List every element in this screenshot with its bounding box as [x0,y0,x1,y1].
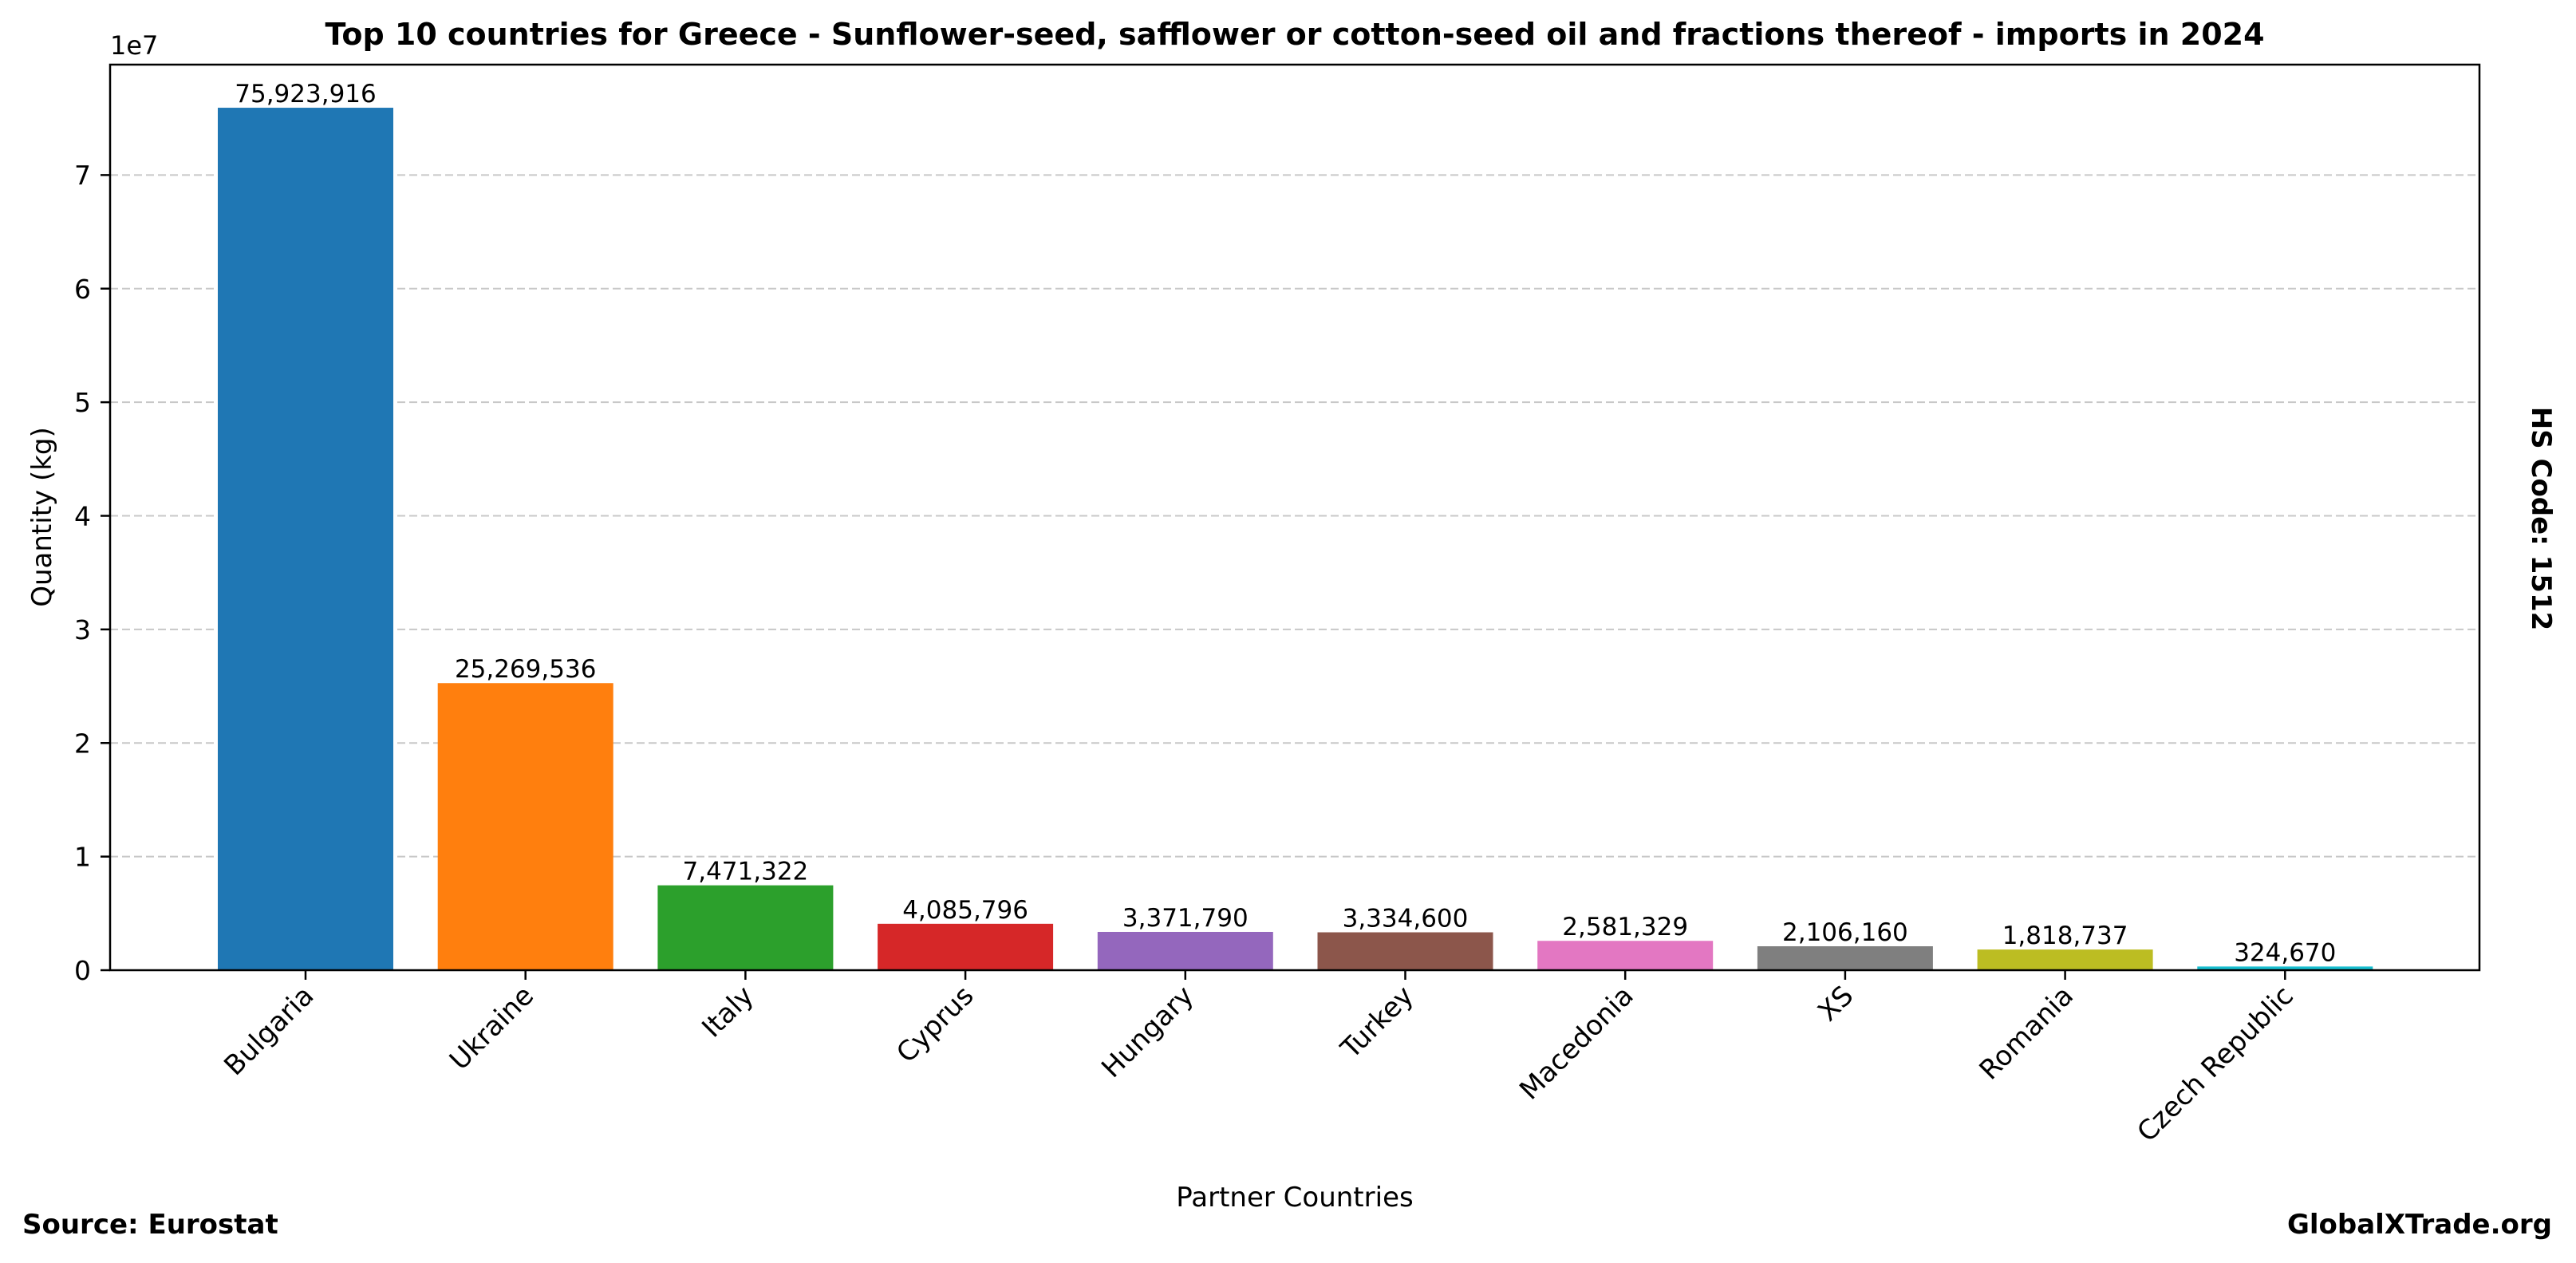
chart-title: Top 10 countries for Greece - Sunflower-… [325,17,2264,52]
y-tick-label: 6 [74,274,91,305]
value-label: 2,581,329 [1562,913,1688,941]
value-label: 25,269,536 [455,655,597,684]
x-axis: Bulgaria Ukraine Italy Cyprus Hungary Turkey M… [218,970,2300,1148]
bar-czech-republic [2197,966,2373,970]
y-tick-label: 3 [74,614,91,645]
site-footer: GlobalXTrade.org [2286,1209,2552,1241]
x-tick-label: Czech Republic [2131,980,2299,1148]
y-tick-label: 2 [74,728,91,759]
bar-bulgaria [218,108,393,971]
value-labels: 75,923,916 25,269,536 7,471,322 4,085,796 3,… [235,80,2336,967]
y-tick-label: 7 [74,160,91,191]
bar-xs [1757,946,1933,970]
bar-ukraine [437,683,613,970]
value-label: 4,085,796 [902,896,1028,925]
value-label: 75,923,916 [235,80,377,109]
x-tick-label: Italy [696,980,759,1044]
hs-code-label: HS Code: 1512 [2525,407,2557,631]
x-tick-label: XS [1812,980,1860,1028]
x-tick-label: Macedonia [1513,980,1639,1106]
source-footer: Source: Eurostat [22,1209,278,1241]
bar-cyprus [878,923,1054,970]
bar-macedonia [1537,941,1714,970]
x-tick-label: Ukraine [444,980,540,1076]
value-label: 7,471,322 [683,858,809,886]
value-label: 2,106,160 [1782,918,1908,947]
x-tick-label: Romania [1974,980,2080,1086]
plot-frame [108,63,2481,972]
x-axis-label: Partner Countries [1176,1182,1413,1214]
bar-italy [657,885,834,970]
y-tick-label: 4 [74,501,91,532]
y-axis-label: Quantity (kg) [26,427,58,607]
bar-turkey [1317,932,1493,970]
value-label: 3,371,790 [1122,904,1249,933]
y-axis: 0 1 2 3 4 5 6 7 [74,160,110,986]
y-offset-label: 1e7 [110,30,158,61]
bars [218,108,2373,971]
value-label: 1,818,737 [2002,922,2128,950]
x-tick-label: Bulgaria [218,980,320,1082]
value-label: 324,670 [2234,938,2336,967]
value-label: 3,334,600 [1343,905,1469,933]
bar-hungary [1097,931,1273,970]
x-tick-label: Turkey [1335,980,1420,1065]
x-tick-label: Cyprus [890,980,980,1069]
y-tick-label: 5 [74,387,91,418]
bar-romania [1977,949,2153,970]
y-tick-label: 0 [74,955,91,986]
y-tick-label: 1 [74,842,91,873]
x-tick-label: Hungary [1095,980,1200,1084]
